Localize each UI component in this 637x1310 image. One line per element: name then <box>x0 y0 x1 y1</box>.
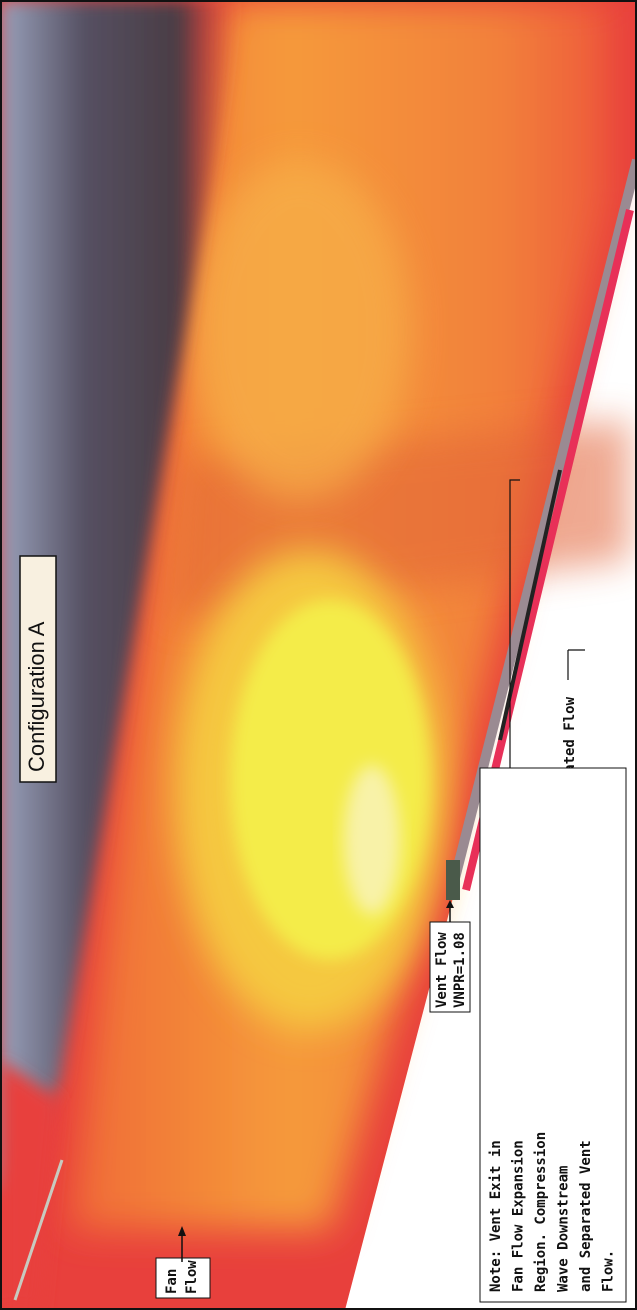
warm-zone <box>190 160 410 500</box>
flow-region <box>0 1060 60 1310</box>
note-line: and Separated Vent <box>578 1140 594 1292</box>
hot-zone <box>230 600 430 960</box>
fan-flow-box <box>155 1257 211 1299</box>
vent-flow-label: VNPR=1.08 <box>452 932 468 1008</box>
note-line: Region. Compression <box>533 1132 549 1292</box>
vent-flow-box <box>429 921 471 1013</box>
note-line: Note: Vent Exit in <box>488 1140 504 1292</box>
upper-wall <box>13 1159 64 1301</box>
boundary-layer <box>0 0 240 1200</box>
fan-flow-label: Fan <box>164 1269 180 1294</box>
vent-flow-label: Vent Flow <box>434 932 450 1008</box>
note-line: Wave Downstream <box>556 1166 572 1292</box>
title: Configuration A <box>24 621 49 772</box>
peak-zone <box>344 765 400 915</box>
fan-flow-label: Flow <box>184 1260 200 1294</box>
note-box <box>479 767 627 1303</box>
arrow-head <box>178 1226 186 1236</box>
title-box <box>19 555 57 783</box>
note-line: Fan Flow Expansion <box>511 1140 527 1292</box>
vent <box>446 860 460 900</box>
note: Note: Vent Exit in Fan Flow Expansion Regi… <box>488 1132 617 1292</box>
note-line: Flow. <box>601 1250 617 1292</box>
arrow-head <box>446 900 454 908</box>
